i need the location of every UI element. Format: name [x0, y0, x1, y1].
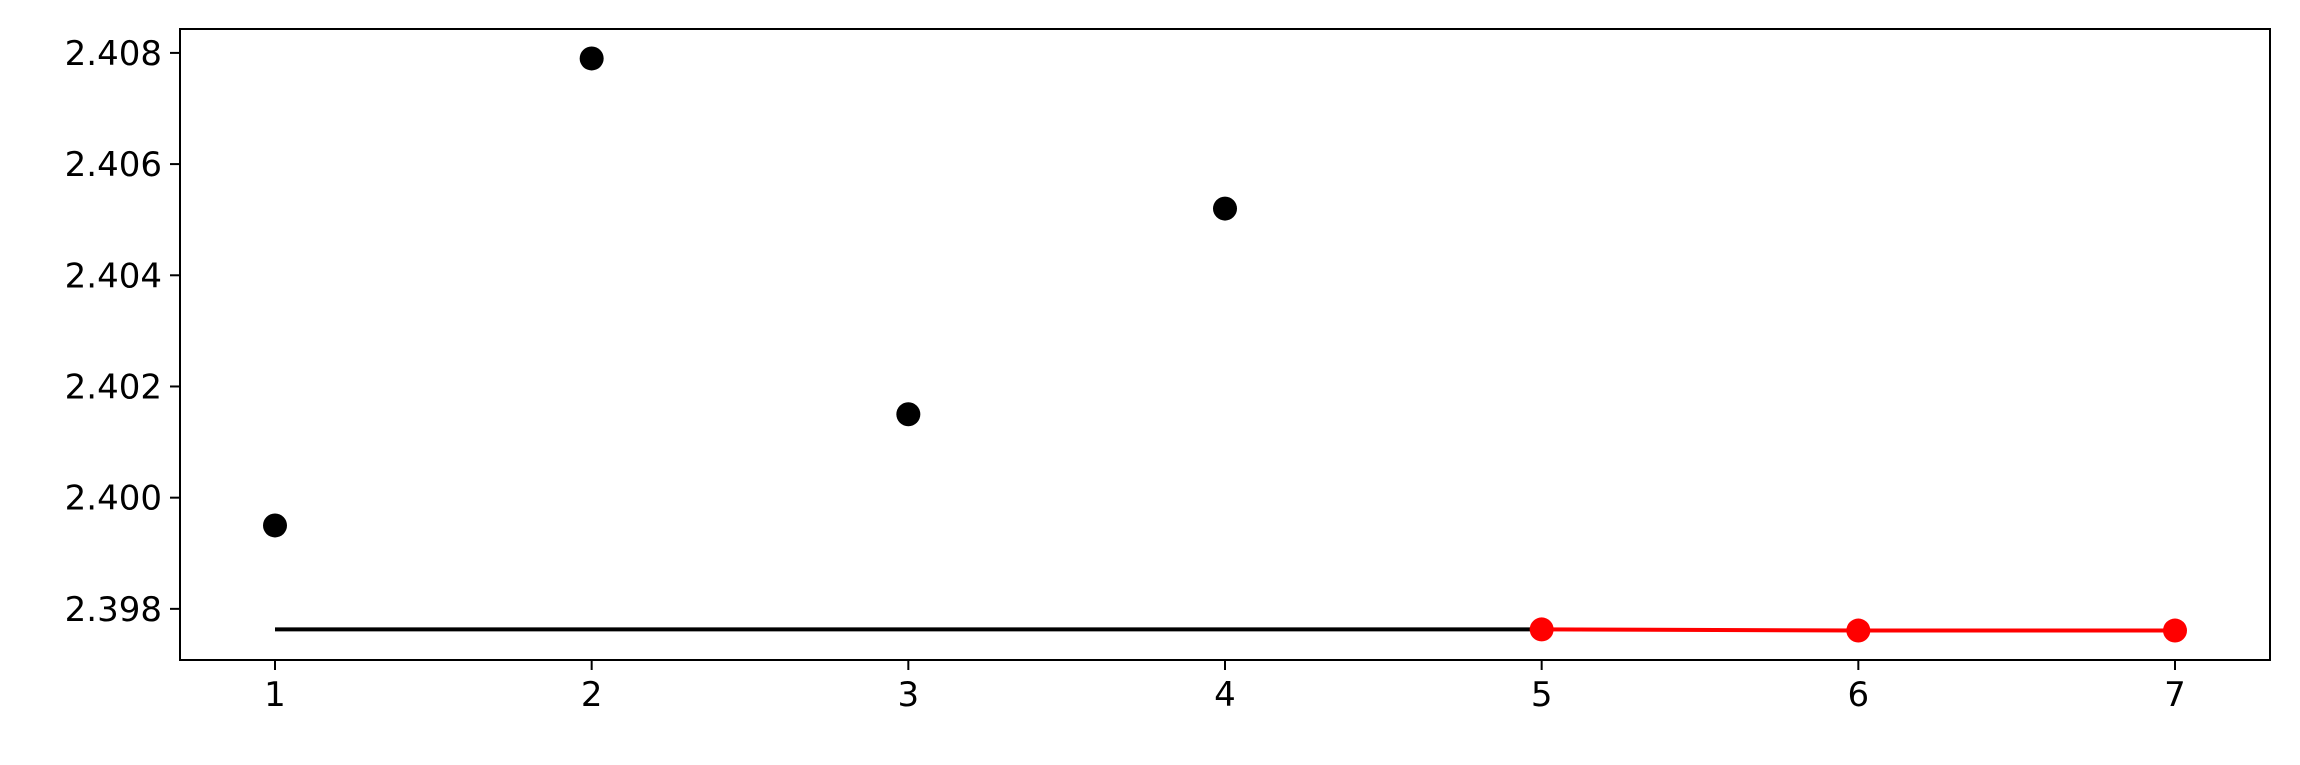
data-point — [263, 513, 287, 538]
x-tick-label: 4 — [1214, 675, 1236, 715]
y-tick-label: 2.404 — [65, 256, 162, 296]
x-tick-label: 3 — [898, 675, 920, 715]
y-tick-label: 2.400 — [65, 479, 162, 519]
data-point — [1529, 617, 1554, 642]
data-point — [1846, 618, 1871, 643]
y-tick-label: 2.408 — [65, 34, 162, 74]
plot-area — [263, 46, 2187, 643]
data-point — [2163, 618, 2187, 643]
x-tick-label: 2 — [581, 675, 603, 715]
x-tick-label: 6 — [1848, 675, 1870, 715]
y-tick-label: 2.398 — [65, 590, 162, 630]
y-tick-label: 2.402 — [65, 367, 162, 407]
y-tick-label: 2.406 — [65, 145, 162, 185]
data-point — [579, 46, 604, 71]
x-axis: 1 2 3 4 5 6 7 — [264, 660, 2186, 715]
y-axis: 2.398 2.400 2.402 2.404 2.406 2.408 — [65, 34, 180, 630]
data-point — [1213, 196, 1237, 221]
x-tick-label: 5 — [1531, 675, 1553, 715]
x-tick-label: 7 — [2164, 675, 2186, 715]
plot-frame — [179, 28, 2271, 661]
x-tick-label: 1 — [264, 675, 286, 715]
data-point — [896, 402, 921, 427]
